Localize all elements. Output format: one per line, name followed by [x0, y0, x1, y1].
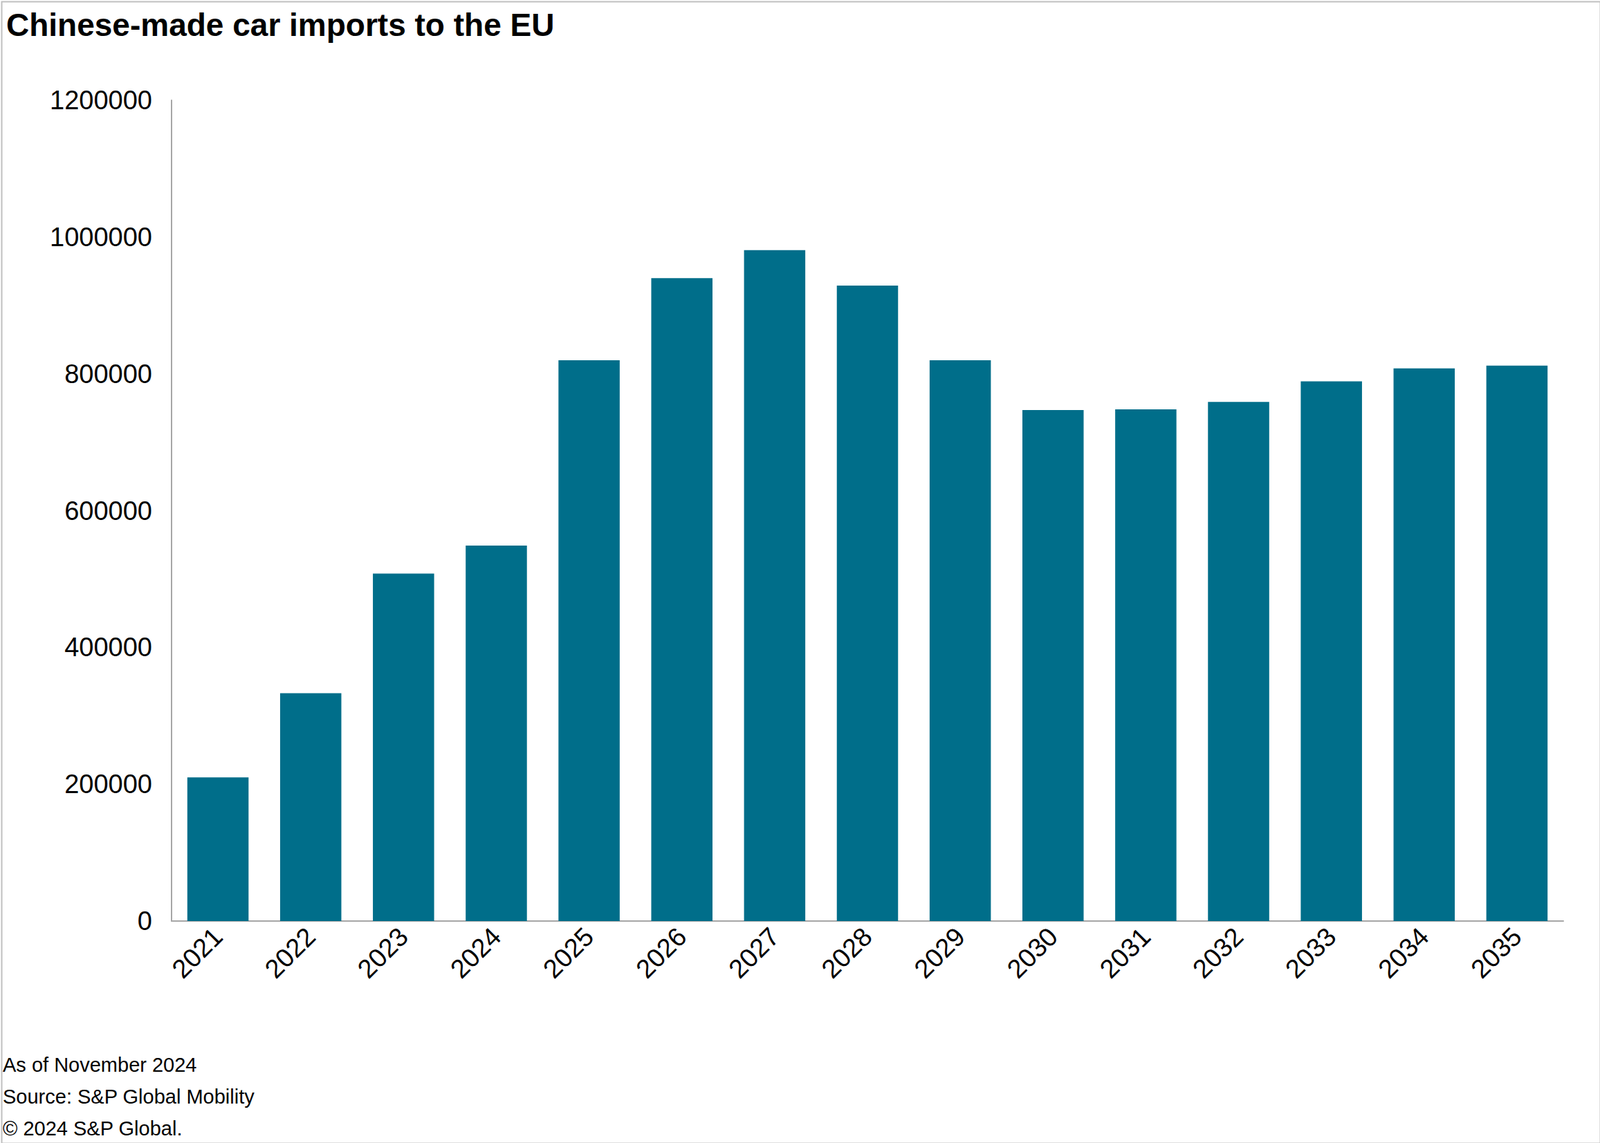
svg-text:2034: 2034	[1372, 922, 1434, 984]
svg-text:2028: 2028	[815, 922, 878, 984]
svg-text:© 2024 S&P Global.: © 2024 S&P Global.	[2, 1117, 182, 1140]
svg-text:400000: 400000	[64, 632, 153, 662]
svg-text:2033: 2033	[1279, 922, 1342, 984]
svg-text:2021: 2021	[166, 922, 228, 984]
svg-text:2022: 2022	[259, 922, 321, 984]
svg-text:0: 0	[137, 906, 153, 936]
svg-text:2035: 2035	[1465, 922, 1527, 984]
svg-text:2024: 2024	[444, 922, 507, 984]
svg-text:2025: 2025	[537, 922, 600, 984]
svg-text:2023: 2023	[352, 922, 414, 984]
svg-text:2030: 2030	[1001, 922, 1064, 984]
svg-text:800000: 800000	[64, 359, 153, 389]
svg-text:2027: 2027	[722, 922, 785, 984]
svg-text:600000: 600000	[64, 496, 153, 526]
svg-text:2026: 2026	[630, 922, 692, 984]
svg-text:2032: 2032	[1187, 922, 1249, 984]
svg-text:Chinese-made car imports to th: Chinese-made car imports to the EU	[6, 6, 555, 43]
svg-text:1200000: 1200000	[49, 85, 153, 115]
svg-text:As of November 2024: As of November 2024	[2, 1054, 197, 1077]
svg-text:2031: 2031	[1094, 922, 1156, 984]
svg-text:200000: 200000	[64, 769, 153, 799]
svg-text:1000000: 1000000	[49, 222, 153, 252]
svg-text:2029: 2029	[908, 922, 971, 984]
svg-text:Source: S&P Global Mobility: Source: S&P Global Mobility	[2, 1086, 255, 1109]
